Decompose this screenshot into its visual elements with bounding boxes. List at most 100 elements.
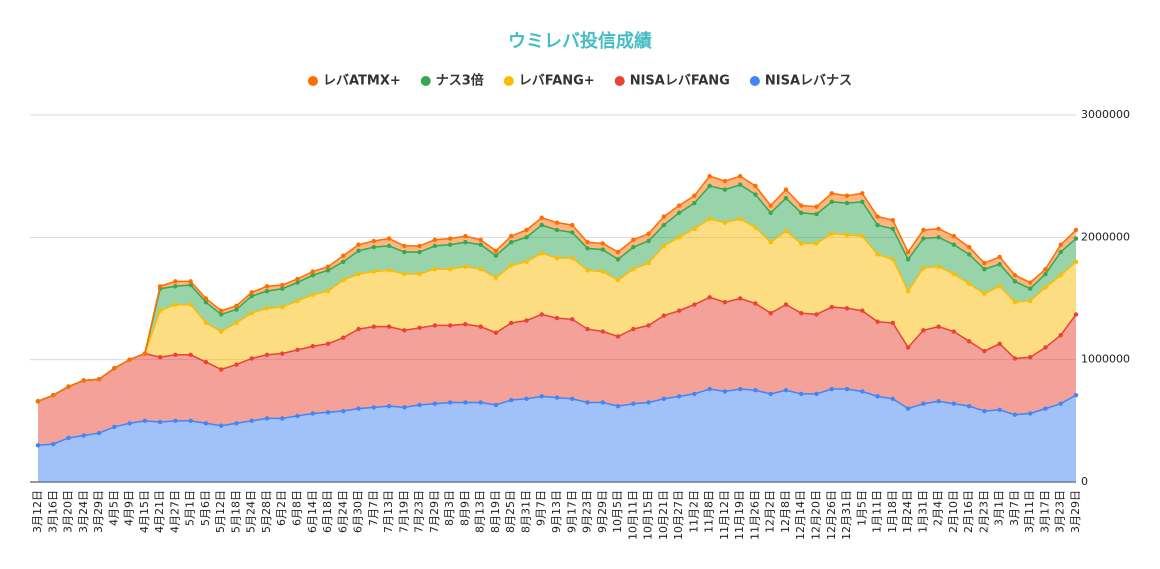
data-point (631, 326, 636, 332)
data-point (860, 308, 865, 313)
data-point (249, 290, 254, 295)
data-point (402, 243, 407, 249)
x-tick-label: 3月29日 (92, 490, 105, 533)
data-point (707, 183, 712, 189)
data-point (386, 403, 392, 409)
data-point (737, 173, 743, 179)
data-point (722, 299, 728, 305)
y-tick-label: 2000000 (1081, 230, 1130, 243)
data-point (371, 244, 377, 250)
area (38, 297, 1076, 446)
x-tick-label: 8月3日 (443, 490, 456, 526)
data-point (66, 384, 71, 389)
data-point (234, 362, 239, 367)
data-point (524, 396, 529, 402)
data-point (1012, 412, 1018, 417)
x-tick-label: 4月27日 (168, 490, 181, 533)
data-point (829, 199, 834, 205)
data-point (844, 306, 850, 311)
data-point (264, 288, 270, 294)
data-point (570, 396, 575, 402)
x-tick-label: 11月2日 (687, 490, 700, 533)
data-point (676, 210, 682, 216)
x-tick-label: 9月7日 (535, 490, 548, 526)
data-point (799, 210, 804, 216)
data-point (646, 231, 651, 236)
data-point (1073, 227, 1079, 233)
data-point (554, 395, 560, 400)
data-point (768, 240, 773, 245)
data-point (539, 251, 544, 256)
x-tick-label: 10月21日 (657, 490, 670, 540)
data-point (921, 227, 926, 233)
x-tick-label: 3月12日 (31, 490, 44, 533)
data-point (310, 344, 315, 349)
data-point (570, 222, 575, 228)
data-point (921, 265, 926, 271)
data-point (783, 195, 789, 201)
data-point (982, 260, 987, 266)
data-point (509, 320, 514, 326)
data-point (799, 203, 804, 208)
data-point (554, 315, 560, 321)
data-point (463, 233, 468, 239)
x-tick-label: 5月18日 (229, 490, 242, 533)
x-tick-label: 11月12日 (718, 490, 731, 540)
data-point (188, 352, 193, 357)
data-point (188, 282, 193, 288)
data-point (478, 400, 483, 405)
data-point (493, 253, 499, 258)
data-point (814, 204, 819, 209)
data-point (631, 237, 636, 242)
x-tick-label: 8月25日 (504, 490, 517, 533)
data-point (936, 399, 941, 404)
x-tick-label: 3月20日 (62, 490, 75, 533)
data-point (997, 262, 1002, 267)
data-point (157, 355, 163, 360)
data-point (493, 248, 499, 253)
data-point (280, 304, 285, 310)
x-tick-label: 3月29日 (1069, 490, 1082, 533)
data-point (921, 236, 926, 241)
data-point (783, 388, 789, 393)
data-point (432, 237, 438, 242)
data-point (524, 227, 529, 233)
data-point (371, 405, 377, 410)
area (38, 218, 1076, 402)
x-tick-label: 2月23日 (977, 490, 990, 533)
data-point (890, 320, 896, 326)
data-point (417, 271, 422, 277)
data-point (127, 421, 132, 426)
data-point (356, 326, 361, 332)
x-tick-label: 12月26日 (825, 490, 838, 540)
x-tick-label: 7月7日 (367, 490, 380, 526)
data-point (341, 253, 346, 258)
data-point (692, 391, 697, 397)
data-point (539, 215, 544, 220)
data-point (341, 259, 346, 264)
x-tick-label: 8月13日 (474, 490, 487, 533)
data-point (81, 378, 86, 383)
data-point (417, 249, 422, 255)
data-point (96, 430, 102, 436)
data-point (493, 402, 499, 408)
x-tick-label: 2月4日 (932, 490, 945, 526)
x-tick-label: 4月15日 (138, 490, 151, 533)
data-point (646, 400, 651, 405)
data-point (386, 236, 392, 241)
data-point (157, 284, 163, 289)
data-point (890, 257, 896, 262)
data-point (722, 220, 728, 225)
data-point (1028, 286, 1033, 291)
x-tick-label: 4月21日 (153, 490, 166, 533)
data-point (463, 240, 468, 245)
data-point (509, 233, 514, 239)
data-point (829, 386, 834, 392)
data-point (280, 282, 285, 288)
data-point (371, 238, 377, 244)
data-point (768, 310, 773, 316)
data-point (860, 389, 865, 394)
data-point (1028, 280, 1033, 285)
x-tick-label: 9月13日 (550, 490, 563, 533)
data-point (234, 320, 239, 326)
